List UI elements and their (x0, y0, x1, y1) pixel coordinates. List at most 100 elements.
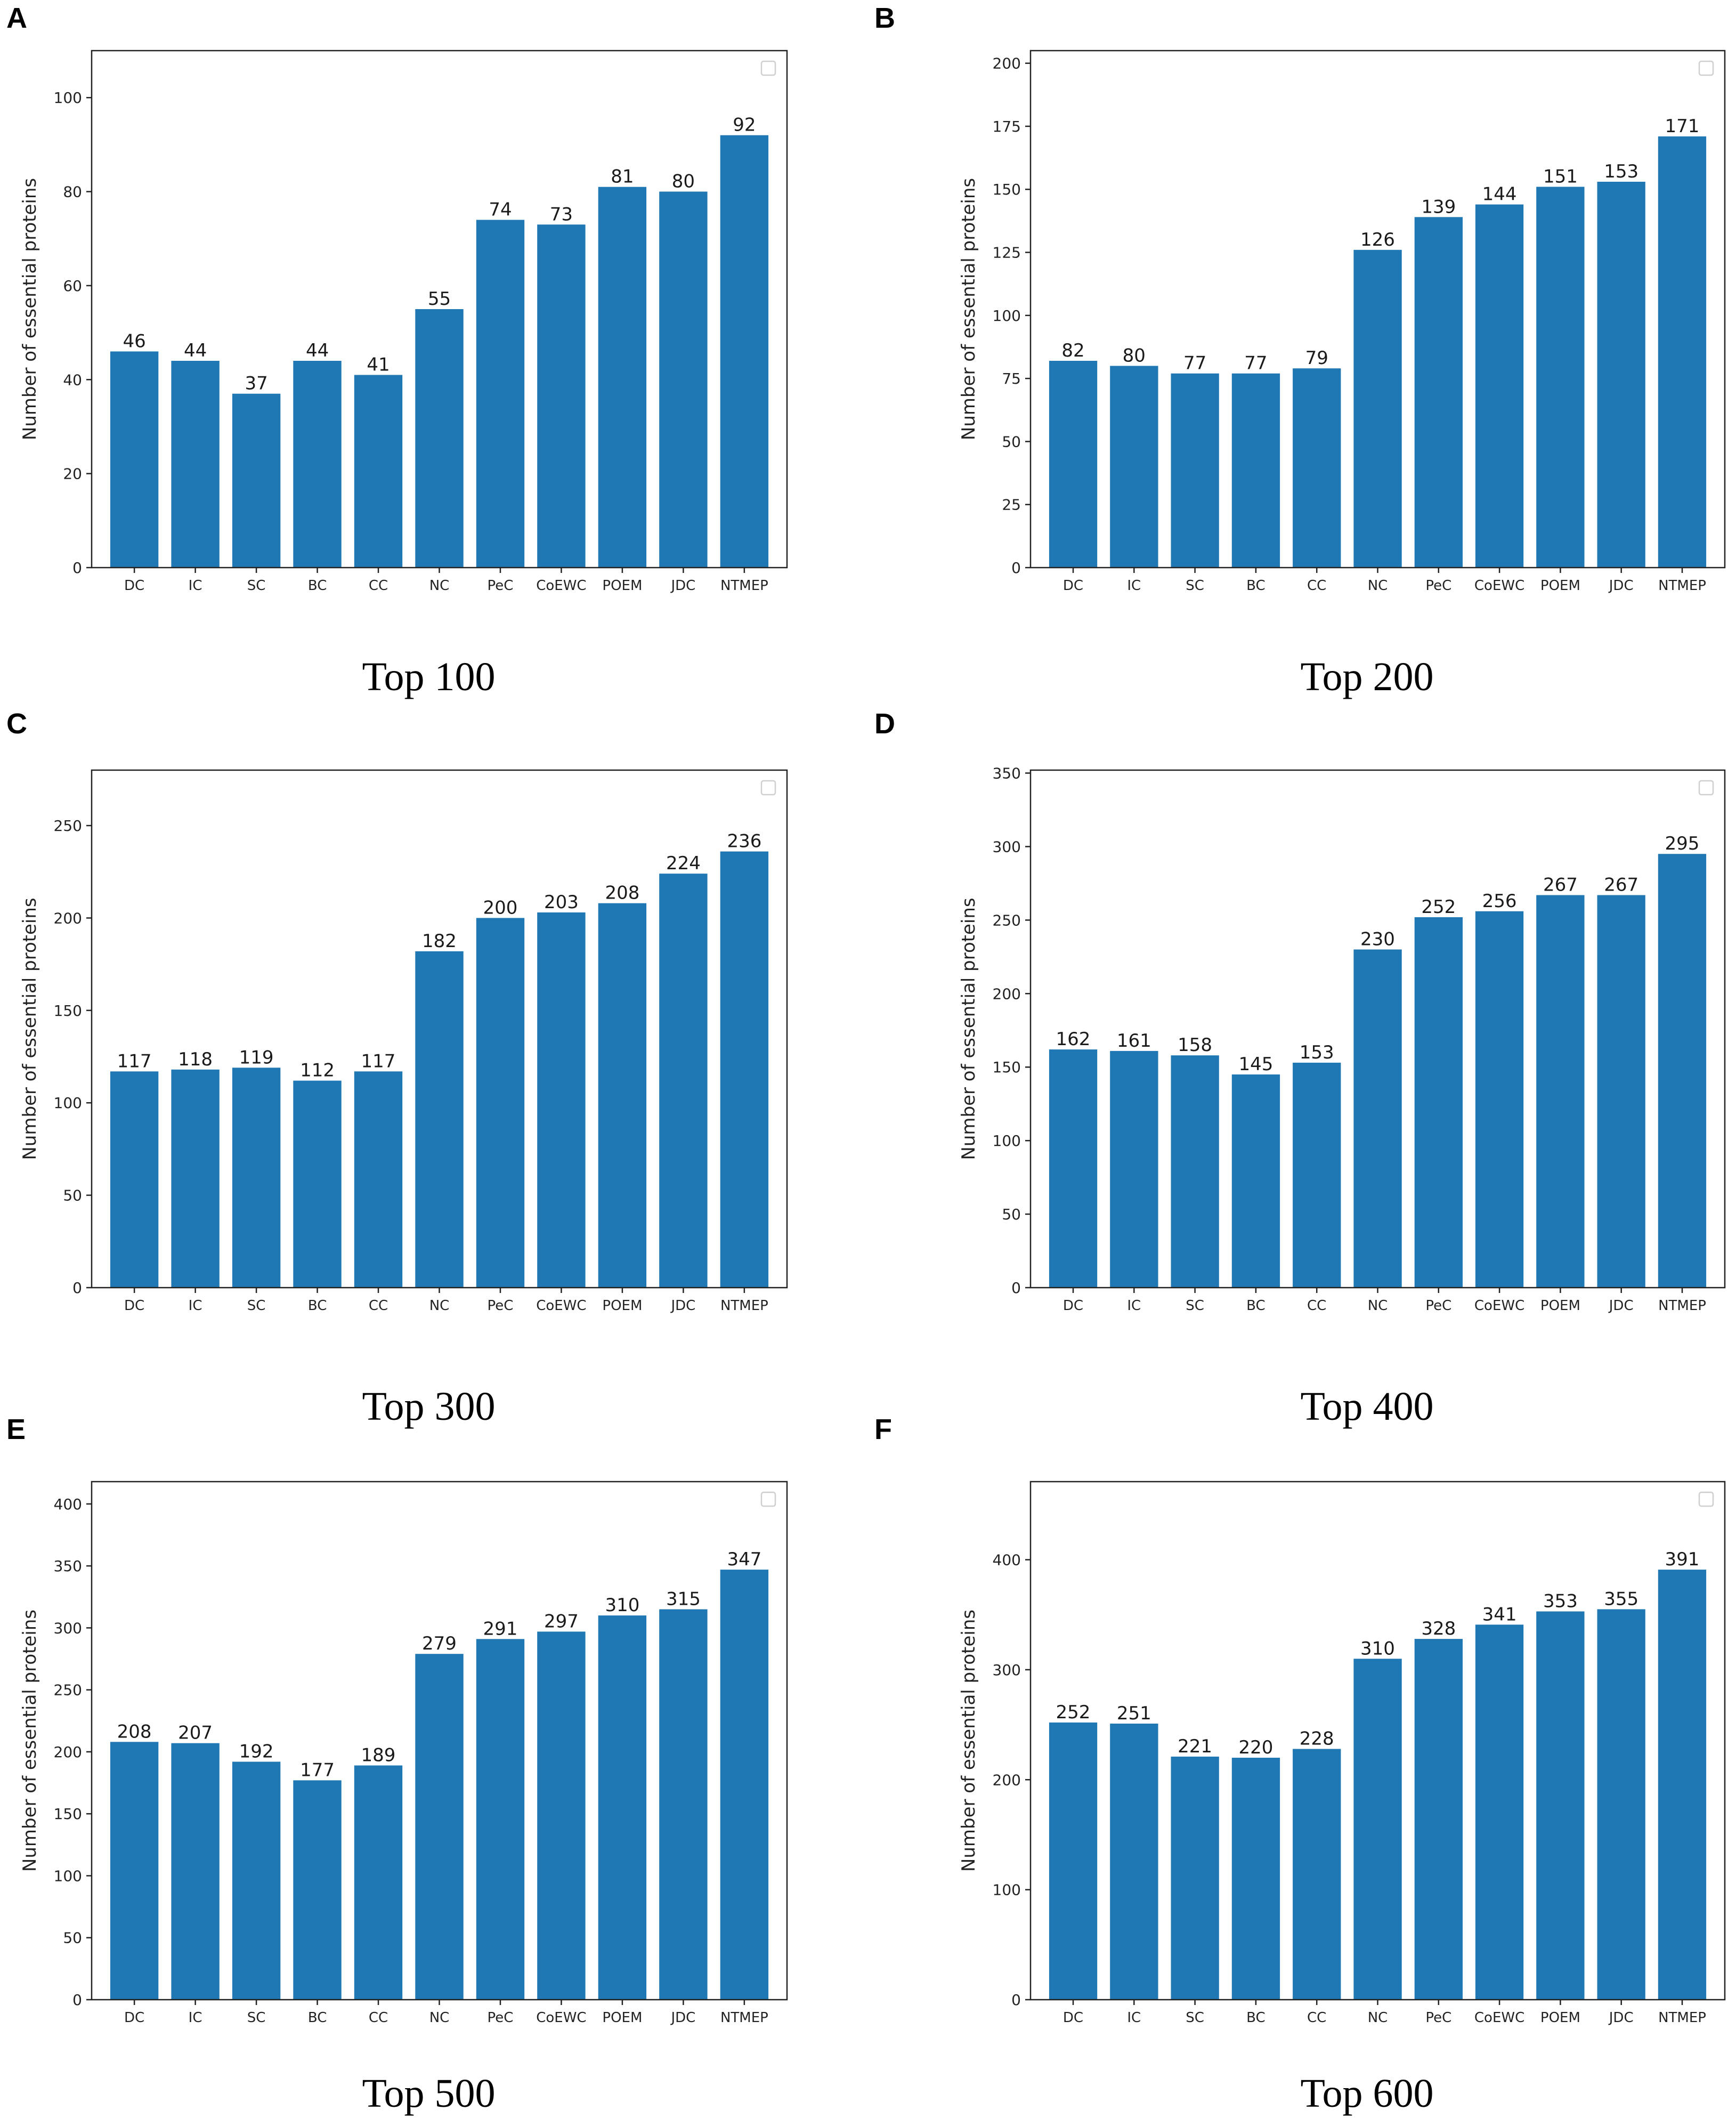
y-tick-label-e-50: 50 (63, 1929, 82, 1947)
y-tick-label-a-40: 40 (63, 371, 82, 389)
x-tick-label-a-dc: DC (124, 578, 144, 594)
y-tick-label-d-0: 0 (1011, 1279, 1021, 1297)
value-label-e-nc: 279 (422, 1633, 457, 1654)
chart-svg-c: C 117 DC 118 IC 119 SC 112 BC 117 CC 182 NC 200 PeC 203… (6, 708, 788, 1429)
x-tick-label-a-jdc: JDC (670, 578, 695, 594)
legend-box-c (760, 780, 776, 796)
y-tick-label-d-300: 300 (993, 838, 1021, 855)
bar-c-poem (598, 903, 647, 1288)
y-tick-label-e-100: 100 (54, 1868, 82, 1885)
y-tick-label-b-25: 25 (1002, 496, 1021, 514)
x-tick-label-e-poem: POEM (602, 2010, 642, 2026)
value-label-d-coewc: 256 (1482, 891, 1517, 912)
chart-panel-b: B 82 DC 80 IC 77 SC 77 BC 79 CC 126 NC 139 PeC 144 CoEWC… (868, 0, 1736, 706)
value-label-a-coewc: 73 (550, 204, 573, 225)
x-tick-label-d-jdc: JDC (1608, 1298, 1634, 1314)
value-label-c-dc: 117 (117, 1050, 152, 1072)
value-label-e-ic: 207 (178, 1723, 213, 1744)
y-tick-label-e-0: 0 (72, 1991, 82, 2009)
value-label-f-sc: 221 (1178, 1736, 1212, 1757)
x-tick-label-f-bc: BC (1246, 2010, 1266, 2026)
bar-e-ic (171, 1743, 220, 2000)
x-tick-label-b-ntmep: NTMEP (1658, 578, 1706, 594)
x-tick-label-e-ic: IC (189, 2010, 202, 2026)
x-tick-label-e-pec: PeC (488, 2010, 514, 2026)
y-axis-label-b: Number of essential proteins (958, 178, 979, 440)
value-label-b-poem: 151 (1543, 166, 1578, 188)
y-tick-label-d-100: 100 (993, 1132, 1021, 1150)
x-tick-label-a-bc: BC (308, 578, 327, 594)
value-label-e-dc: 208 (117, 1721, 152, 1742)
bar-b-poem (1536, 187, 1585, 568)
x-tick-label-e-coewc: CoEWC (536, 2010, 586, 2026)
y-tick-label-a-60: 60 (63, 277, 82, 295)
bar-a-ic (171, 361, 220, 568)
value-label-d-poem: 267 (1543, 875, 1578, 896)
bar-b-jdc (1597, 182, 1645, 568)
value-label-b-nc: 126 (1360, 229, 1395, 250)
bar-e-sc (232, 1761, 281, 2000)
bar-d-coewc (1475, 911, 1524, 1288)
value-label-c-sc: 119 (239, 1047, 274, 1068)
bar-d-jdc (1597, 895, 1645, 1288)
value-label-f-bc: 220 (1238, 1737, 1273, 1758)
y-tick-label-a-0: 0 (72, 559, 82, 577)
y-tick-label-e-150: 150 (54, 1805, 82, 1823)
legend-box-f (1698, 1491, 1714, 1507)
chart-svg-b: B 82 DC 80 IC 77 SC 77 BC 79 CC 126 NC 139 PeC 144 CoEWC… (874, 2, 1726, 699)
x-tick-label-d-cc: CC (1307, 1298, 1326, 1314)
bar-a-nc (415, 309, 464, 568)
plot-frame-e (91, 1481, 788, 2001)
value-label-c-poem: 208 (605, 883, 639, 904)
y-tick-label-e-250: 250 (54, 1682, 82, 1699)
value-label-c-nc: 182 (422, 931, 457, 952)
x-tick-label-a-nc: NC (429, 578, 450, 594)
x-tick-label-c-sc: SC (247, 1298, 266, 1314)
value-label-f-coewc: 341 (1482, 1604, 1517, 1625)
value-label-f-cc: 228 (1300, 1728, 1334, 1750)
bar-d-cc (1293, 1062, 1341, 1288)
y-tick-label-f-300: 300 (993, 1661, 1021, 1679)
x-tick-label-f-ntmep: NTMEP (1658, 2010, 1706, 2026)
bar-c-pec (476, 918, 525, 1288)
y-tick-label-e-400: 400 (54, 1495, 82, 1513)
value-label-c-ic: 118 (178, 1049, 213, 1070)
value-label-a-bc: 44 (306, 340, 329, 361)
x-tick-label-d-coewc: CoEWC (1474, 1298, 1524, 1314)
x-tick-label-b-ic: IC (1127, 578, 1141, 594)
value-label-a-sc: 37 (245, 373, 267, 394)
bar-c-jdc (659, 874, 708, 1288)
y-axis-label-f: Number of essential proteins (958, 1610, 979, 1872)
bar-b-coewc (1475, 204, 1524, 568)
panel-caption-f: Top 600 (1300, 2071, 1433, 2116)
y-axis-label-c: Number of essential proteins (19, 898, 40, 1160)
bar-c-ntmep (720, 851, 769, 1288)
bar-c-coewc (537, 912, 586, 1288)
x-tick-label-a-coewc: CoEWC (536, 578, 586, 594)
y-tick-label-e-300: 300 (54, 1619, 82, 1637)
x-tick-label-f-pec: PeC (1425, 2010, 1451, 2026)
y-tick-label-c-200: 200 (54, 909, 82, 927)
x-tick-label-b-cc: CC (1307, 578, 1326, 594)
value-label-b-dc: 82 (1061, 340, 1084, 361)
x-tick-label-b-sc: SC (1186, 578, 1204, 594)
x-tick-label-a-poem: POEM (602, 578, 642, 594)
bar-f-nc (1353, 1659, 1402, 2000)
bar-a-jdc (659, 191, 708, 568)
bar-b-nc (1353, 249, 1402, 568)
value-label-e-sc: 192 (239, 1741, 274, 1763)
y-axis-label-e: Number of essential proteins (19, 1610, 40, 1872)
x-tick-label-f-coewc: CoEWC (1474, 2010, 1524, 2026)
y-tick-label-d-250: 250 (993, 911, 1021, 929)
bar-d-ic (1110, 1050, 1158, 1288)
value-label-b-ntmep: 171 (1665, 116, 1700, 137)
chart-panel-c: C 117 DC 118 IC 119 SC 112 BC 117 CC 182 NC 200 PeC 203… (0, 706, 868, 1429)
y-tick-label-b-175: 175 (993, 118, 1021, 135)
value-label-c-coewc: 203 (544, 892, 579, 913)
x-tick-label-f-ic: IC (1127, 2010, 1141, 2026)
bar-b-sc (1171, 373, 1219, 568)
bar-a-ntmep (720, 135, 769, 568)
panel-letter-b: B (874, 2, 895, 34)
value-label-e-bc: 177 (300, 1759, 335, 1781)
y-tick-label-d-50: 50 (1002, 1206, 1021, 1223)
